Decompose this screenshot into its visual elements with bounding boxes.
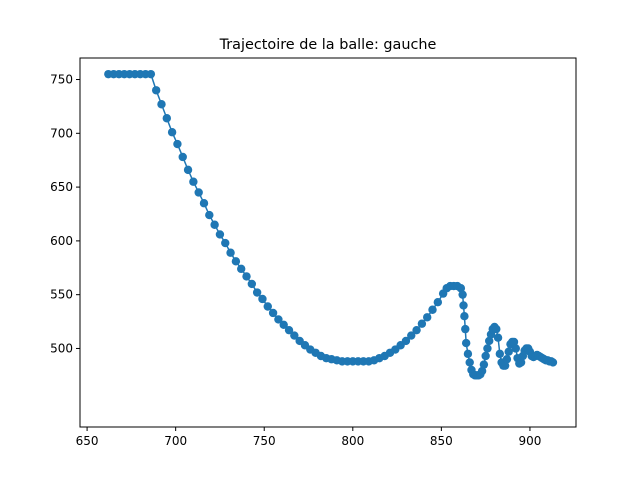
y-tick-label: 550 bbox=[50, 288, 73, 302]
data-point bbox=[423, 313, 432, 322]
data-point bbox=[199, 199, 209, 208]
data-point bbox=[290, 331, 299, 340]
data-point bbox=[252, 288, 262, 297]
data-point bbox=[500, 361, 510, 370]
data-point bbox=[461, 338, 471, 348]
data-point bbox=[231, 257, 241, 266]
data-point bbox=[178, 152, 187, 162]
data-point bbox=[247, 279, 257, 289]
data-point bbox=[401, 336, 411, 346]
x-tick-label: 850 bbox=[430, 434, 453, 448]
data-point bbox=[284, 325, 294, 335]
data-point bbox=[194, 188, 203, 197]
data-point bbox=[210, 220, 219, 229]
data-point bbox=[417, 319, 427, 328]
y-tick-label: 650 bbox=[50, 180, 73, 194]
data-point bbox=[479, 360, 489, 369]
data-point bbox=[504, 347, 513, 356]
data-point bbox=[412, 325, 421, 335]
data-point bbox=[167, 128, 177, 137]
data-point bbox=[268, 308, 278, 318]
y-tick-label: 500 bbox=[50, 341, 73, 355]
data-point bbox=[463, 349, 473, 359]
data-point bbox=[460, 311, 469, 321]
data-point bbox=[157, 100, 166, 109]
data-point bbox=[428, 305, 437, 314]
chart-title: Trajectoire de la balle: gauche bbox=[219, 37, 437, 53]
x-tick-label: 700 bbox=[164, 434, 187, 448]
data-point bbox=[242, 272, 251, 281]
data-point bbox=[279, 320, 288, 329]
data-point bbox=[162, 114, 171, 123]
data-point bbox=[183, 165, 193, 175]
data-point bbox=[151, 86, 161, 95]
x-tick-label: 800 bbox=[341, 434, 364, 448]
y-tick-label: 750 bbox=[50, 73, 73, 87]
data-point bbox=[516, 358, 526, 367]
plot-axes: 650 700 750 800 850 900 500 550 600 650 700 750 bbox=[50, 57, 577, 448]
data-point bbox=[477, 366, 487, 376]
data-point bbox=[511, 344, 520, 353]
data-point bbox=[221, 238, 230, 248]
x-tick-label: 750 bbox=[253, 434, 276, 448]
data-point bbox=[215, 230, 225, 239]
data-point bbox=[433, 298, 443, 307]
y-tick-label: 600 bbox=[50, 234, 73, 248]
data-point bbox=[465, 358, 474, 367]
data-point bbox=[493, 333, 503, 342]
data-point bbox=[481, 351, 490, 361]
plot-marks bbox=[104, 69, 558, 380]
data-point bbox=[173, 139, 182, 149]
data-point bbox=[237, 264, 246, 274]
data-point bbox=[407, 331, 416, 340]
data-point bbox=[461, 324, 470, 334]
data-point bbox=[548, 358, 558, 367]
data-point bbox=[458, 290, 467, 299]
data-point bbox=[502, 355, 512, 364]
data-point bbox=[495, 349, 505, 359]
data-point bbox=[274, 315, 283, 324]
plot-frame bbox=[79, 57, 577, 428]
data-point bbox=[226, 248, 235, 257]
data-point bbox=[492, 324, 501, 334]
data-point bbox=[258, 294, 267, 304]
data-point bbox=[189, 177, 198, 186]
data-point bbox=[146, 69, 156, 79]
y-tick-label: 700 bbox=[50, 126, 73, 140]
data-point bbox=[263, 302, 272, 311]
x-tick-label: 650 bbox=[76, 434, 99, 448]
x-tick-label: 900 bbox=[518, 434, 541, 448]
data-point bbox=[509, 337, 519, 347]
data-point bbox=[483, 344, 492, 353]
data-point bbox=[485, 336, 494, 346]
data-point bbox=[459, 301, 468, 310]
data-point bbox=[456, 284, 466, 293]
data-point bbox=[205, 210, 214, 220]
